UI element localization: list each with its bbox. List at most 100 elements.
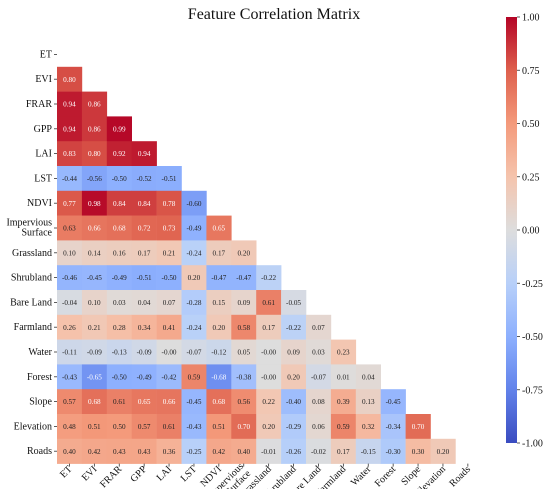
heatmap-cell [330, 414, 357, 440]
cell-value: 0.68 [88, 398, 101, 406]
heatmap-cell [231, 265, 257, 291]
cell-value: 0.72 [138, 225, 151, 233]
cell-value: 0.48 [63, 423, 76, 431]
cell-value: -0.50 [112, 373, 127, 381]
cell-value: -0.09 [87, 349, 102, 357]
cell-value: -0.45 [386, 398, 401, 406]
heatmap-cell [256, 314, 282, 340]
cell-value: 0.70 [237, 423, 250, 431]
cell-value: 0.04 [362, 373, 375, 381]
col-label-forest: Forest [373, 464, 399, 489]
heatmap-cell [281, 414, 307, 440]
cell-value: 0.51 [88, 423, 101, 431]
cell-value: 0.86 [88, 125, 101, 133]
cell-value: 0.10 [63, 249, 76, 257]
cell-value: 0.68 [213, 398, 226, 406]
heatmap-cell [131, 438, 157, 464]
heatmap-cell [57, 91, 83, 117]
cell-value: 0.06 [312, 423, 325, 431]
row-label-forest: Forest [27, 372, 52, 383]
cell-value: 0.09 [237, 299, 250, 307]
heatmap-cell [306, 314, 332, 340]
cell-value: 0.84 [113, 200, 126, 208]
cell-value: 0.77 [63, 200, 76, 208]
heatmap-cell [231, 389, 257, 415]
col-label-frar: FRAR [98, 464, 124, 489]
heatmap-cell [131, 314, 157, 340]
cell-value: -0.47 [211, 274, 226, 282]
cell-value: -0.50 [162, 274, 177, 282]
cell-value: -0.47 [236, 274, 251, 282]
heatmap-cell [57, 290, 83, 316]
heatmap-cell [206, 215, 232, 241]
heatmap-cell [131, 389, 157, 415]
heatmap-cell [106, 364, 132, 390]
row-labels: ET EVI FRAR GPP LAI LST NDVI Impervious Surface G… [6, 49, 57, 457]
cell-value: 0.59 [337, 423, 350, 431]
cell-value: 0.10 [88, 299, 101, 307]
cell-value: -0.49 [137, 373, 152, 381]
heatmap-cell [206, 314, 232, 340]
heatmap-cell [156, 166, 182, 192]
cell-value: 0.16 [113, 249, 126, 257]
chart-title: Feature Correlation Matrix [188, 6, 360, 23]
cell-value: 0.23 [337, 349, 350, 357]
heatmap-cell [206, 265, 232, 291]
cell-value: 0.17 [138, 249, 151, 257]
heatmap-cell [256, 414, 282, 440]
heatmap-cell [156, 265, 182, 291]
cell-value: 0.34 [138, 324, 151, 332]
heatmap-cell [106, 314, 132, 340]
cell-value: 0.20 [437, 448, 450, 456]
heatmap-cell [405, 414, 431, 440]
row-label-lst: LST [34, 173, 52, 184]
cell-value: -0.50 [112, 175, 127, 183]
cell-value: -0.13 [112, 349, 127, 357]
heatmap-cell [306, 339, 332, 365]
cell-value: 0.41 [163, 324, 176, 332]
cell-value: -0.34 [386, 423, 401, 431]
cell-value: 0.05 [237, 349, 250, 357]
heatmap-cell [106, 166, 132, 192]
heatmap-cell [106, 240, 132, 266]
heatmap-cell [106, 265, 132, 291]
cell-value: -0.52 [137, 175, 152, 183]
row-label-farmland: Farmland [14, 322, 52, 333]
heatmap-cell [355, 389, 381, 415]
heatmap-cell [106, 414, 132, 440]
heatmap-cell [256, 438, 282, 464]
heatmap-cell [81, 265, 108, 291]
heatmap-cell [156, 290, 182, 316]
heatmap-cell [181, 290, 207, 316]
heatmap-cell [106, 438, 132, 464]
heatmap-cell [181, 215, 207, 241]
heatmap-cell [81, 116, 108, 142]
cell-value: 0.08 [312, 398, 325, 406]
heatmap-cell [57, 190, 83, 216]
heatmap-cell [81, 364, 108, 390]
cell-value: -0.00 [261, 373, 276, 381]
row-label-gpp: GPP [34, 124, 53, 135]
heatmap-cell [181, 314, 207, 340]
heatmap-cell [380, 414, 406, 440]
col-label-gpp: GPP [129, 464, 150, 485]
row-label-slope: Slope [29, 397, 52, 408]
heatmap-cell [231, 438, 257, 464]
colorbar-tick-label: -1.00 [522, 439, 543, 450]
heatmap-cell [57, 414, 83, 440]
cell-value: 0.28 [113, 324, 126, 332]
heatmap-cell [81, 240, 108, 266]
colorbar-tick-label: 0.00 [522, 226, 540, 237]
cell-value: 0.14 [88, 249, 101, 257]
cell-value: 0.63 [63, 225, 76, 233]
colorbar-tick-label: 0.75 [522, 66, 540, 77]
heatmap-cell [81, 414, 108, 440]
heatmap-cell [57, 215, 83, 241]
heatmap-cell [231, 290, 257, 316]
cell-value: 0.94 [63, 101, 76, 109]
colorbar-gradient [506, 17, 517, 443]
cell-value: 0.84 [138, 200, 151, 208]
cell-value: -0.30 [386, 448, 401, 456]
heatmap-cell [106, 339, 132, 365]
